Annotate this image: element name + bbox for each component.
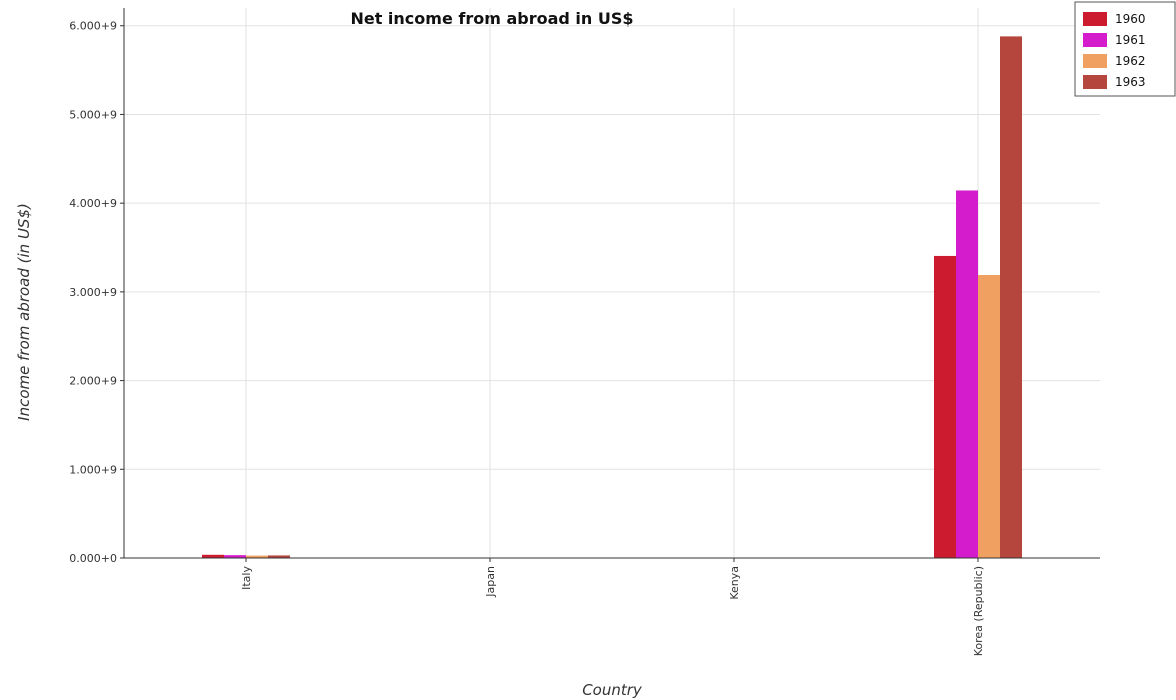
y-tick-label: 6.000+9 [69,20,117,33]
bar-1963-italy [268,555,290,558]
bars [202,36,1022,559]
x-tick-label: Korea (Republic) [972,566,985,656]
x-tick-label: Kenya [728,566,741,600]
bar-1961-italy [224,555,246,558]
y-tick-label: 4.000+9 [69,197,117,210]
legend-label-1961: 1961 [1115,33,1146,47]
x-axis-title: Country [582,681,643,699]
chart-title: Net income from abroad in US$ [350,9,633,28]
bar-1960-italy [202,554,224,558]
bar-1962-italy [246,555,268,558]
legend-label-1960: 1960 [1115,12,1146,26]
bar-1960-korea-republic- [934,255,956,558]
grid [124,8,1100,559]
bar-1961-korea-republic- [956,190,978,558]
legend-swatch-1961 [1083,33,1107,47]
legend-swatch-1962 [1083,54,1107,68]
axes: 0.000+0 1.000+9 2.000+9 3.000+9 4.000+9 5.000… [69,8,1100,656]
legend: 1960 1961 1962 1963 [1074,1,1176,97]
legend-label-1962: 1962 [1115,54,1146,68]
bar-1963-korea-republic- [1000,36,1022,559]
y-tick-label: 1.000+9 [69,463,117,476]
legend-label-1963: 1963 [1115,75,1146,89]
bar-1962-korea-republic- [978,275,1000,558]
y-tick-label: 3.000+9 [69,286,117,299]
x-tick-label: Japan [484,566,497,598]
y-tick-label: 5.000+9 [69,108,117,121]
legend-swatch-1960 [1083,12,1107,26]
y-axis-title: Income from abroad (in US$) [15,203,33,421]
y-tick-label: 2.000+9 [69,375,117,388]
legend-swatch-1963 [1083,75,1107,89]
x-tick-label: Italy [240,566,253,590]
y-tick-label: 0.000+0 [69,552,117,565]
